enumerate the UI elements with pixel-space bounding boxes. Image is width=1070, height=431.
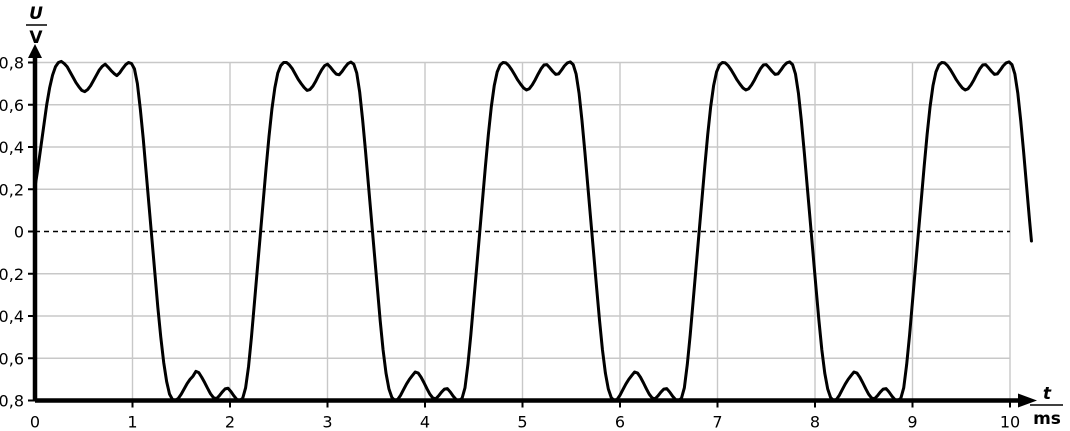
curve-path bbox=[33, 59, 1033, 402]
tick-label-y: 0,8 bbox=[0, 54, 24, 73]
tick-label-y: -0,2 bbox=[0, 265, 24, 284]
tick-label-x: 9 bbox=[907, 413, 917, 431]
tick-label-x: 6 bbox=[615, 413, 625, 431]
tick-label-x: 3 bbox=[322, 413, 332, 431]
tick-label-x: 1 bbox=[127, 413, 137, 431]
tick-label-x: 5 bbox=[517, 413, 527, 431]
axes bbox=[28, 44, 1037, 408]
x-axis-ticks bbox=[131, 400, 1011, 408]
x-axis-unit-denominator: ms bbox=[1033, 409, 1061, 429]
x-axis-tick-labels: 0 1 2 3 4 5 6 7 8 9 10 bbox=[30, 413, 1020, 431]
tick-label-y: -0,4 bbox=[0, 307, 24, 326]
tick-label-x: 4 bbox=[420, 413, 430, 431]
tick-label-y: 0,2 bbox=[0, 180, 24, 199]
x-axis-unit-label: t ms bbox=[1030, 384, 1063, 429]
tick-label-y: 0,4 bbox=[0, 138, 24, 157]
tick-label-y: 0,6 bbox=[0, 96, 24, 115]
signal-curve bbox=[33, 59, 1033, 402]
tick-label-y: 0 bbox=[14, 223, 24, 242]
tick-label-y: -0,8 bbox=[0, 392, 24, 411]
tick-label-x: 0 bbox=[30, 413, 40, 431]
y-axis-tick-labels: -0,8 -0,6 -0,4 -0,2 0 0,2 0,4 0,6 0,8 bbox=[0, 54, 24, 411]
tick-label-x: 8 bbox=[810, 413, 820, 431]
tick-label-x: 10 bbox=[1000, 413, 1020, 431]
tick-label-x: 7 bbox=[712, 413, 722, 431]
y-axis-unit-numerator: U bbox=[29, 4, 43, 24]
y-axis-ticks bbox=[28, 61, 35, 402]
x-axis-arrowhead bbox=[1018, 393, 1037, 408]
y-axis-unit-denominator: V bbox=[29, 28, 43, 48]
tick-label-x: 2 bbox=[225, 413, 235, 431]
y-axis-unit-label: U V bbox=[26, 4, 47, 48]
x-axis-unit-numerator: t bbox=[1043, 384, 1052, 404]
tick-label-y: -0,6 bbox=[0, 349, 24, 368]
y-axis-arrowhead bbox=[28, 44, 42, 58]
